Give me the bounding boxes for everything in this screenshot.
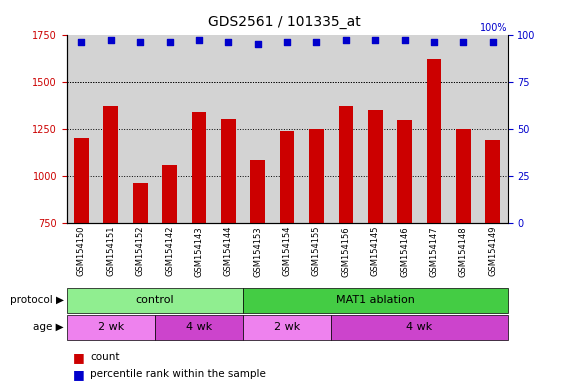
Point bbox=[136, 39, 145, 45]
Text: GSM154154: GSM154154 bbox=[282, 226, 292, 276]
Text: GSM154142: GSM154142 bbox=[165, 226, 174, 276]
Text: GSM154153: GSM154153 bbox=[253, 226, 262, 276]
Point bbox=[106, 37, 115, 43]
Bar bbox=[331, 315, 508, 340]
Point bbox=[341, 37, 350, 43]
Bar bbox=[155, 315, 243, 340]
Text: GSM154148: GSM154148 bbox=[459, 226, 468, 276]
Point bbox=[77, 39, 86, 45]
Text: 4 wk: 4 wk bbox=[406, 322, 433, 333]
Point bbox=[224, 39, 233, 45]
Point bbox=[459, 39, 468, 45]
Text: GSM154145: GSM154145 bbox=[371, 226, 380, 276]
Text: GSM154155: GSM154155 bbox=[312, 226, 321, 276]
Point bbox=[253, 41, 262, 47]
Text: GSM154143: GSM154143 bbox=[194, 226, 204, 276]
Bar bbox=[251, 160, 265, 364]
Text: 4 wk: 4 wk bbox=[186, 322, 212, 333]
Text: GSM154149: GSM154149 bbox=[488, 226, 497, 276]
Bar bbox=[162, 166, 177, 364]
Text: MAT1 ablation: MAT1 ablation bbox=[336, 295, 415, 306]
Text: GSM154151: GSM154151 bbox=[106, 226, 115, 276]
Point bbox=[400, 37, 409, 43]
Point bbox=[194, 37, 204, 43]
Bar bbox=[221, 119, 235, 364]
Text: percentile rank within the sample: percentile rank within the sample bbox=[90, 369, 266, 379]
Point bbox=[282, 39, 292, 45]
Bar bbox=[67, 288, 243, 313]
Bar bbox=[74, 138, 89, 364]
Bar bbox=[191, 112, 206, 364]
Bar bbox=[397, 120, 412, 364]
Text: GSM154150: GSM154150 bbox=[77, 226, 86, 276]
Bar bbox=[133, 183, 147, 364]
Bar bbox=[67, 315, 155, 340]
Bar bbox=[103, 106, 118, 364]
Text: control: control bbox=[136, 295, 174, 306]
Bar bbox=[309, 129, 324, 364]
Text: protocol ▶: protocol ▶ bbox=[10, 295, 64, 306]
Bar bbox=[339, 106, 353, 364]
Bar bbox=[243, 288, 508, 313]
Bar bbox=[456, 129, 471, 364]
Bar bbox=[368, 110, 383, 364]
Text: 100%: 100% bbox=[480, 23, 508, 33]
Text: GSM154146: GSM154146 bbox=[400, 226, 409, 276]
Text: GSM154152: GSM154152 bbox=[136, 226, 144, 276]
Bar bbox=[427, 59, 441, 364]
Text: count: count bbox=[90, 352, 119, 362]
Text: ■: ■ bbox=[72, 351, 84, 364]
Point bbox=[165, 39, 174, 45]
Text: GDS2561 / 101335_at: GDS2561 / 101335_at bbox=[208, 15, 361, 29]
Text: GSM154147: GSM154147 bbox=[430, 226, 438, 276]
Text: GSM154156: GSM154156 bbox=[342, 226, 350, 276]
Point bbox=[488, 39, 498, 45]
Text: age ▶: age ▶ bbox=[33, 322, 64, 333]
Text: 2 wk: 2 wk bbox=[97, 322, 124, 333]
Bar bbox=[243, 315, 331, 340]
Text: ■: ■ bbox=[72, 368, 84, 381]
Point bbox=[429, 39, 438, 45]
Bar bbox=[280, 131, 295, 364]
Point bbox=[371, 37, 380, 43]
Point bbox=[312, 39, 321, 45]
Bar bbox=[485, 140, 500, 364]
Text: 2 wk: 2 wk bbox=[274, 322, 300, 333]
Text: GSM154144: GSM154144 bbox=[224, 226, 233, 276]
